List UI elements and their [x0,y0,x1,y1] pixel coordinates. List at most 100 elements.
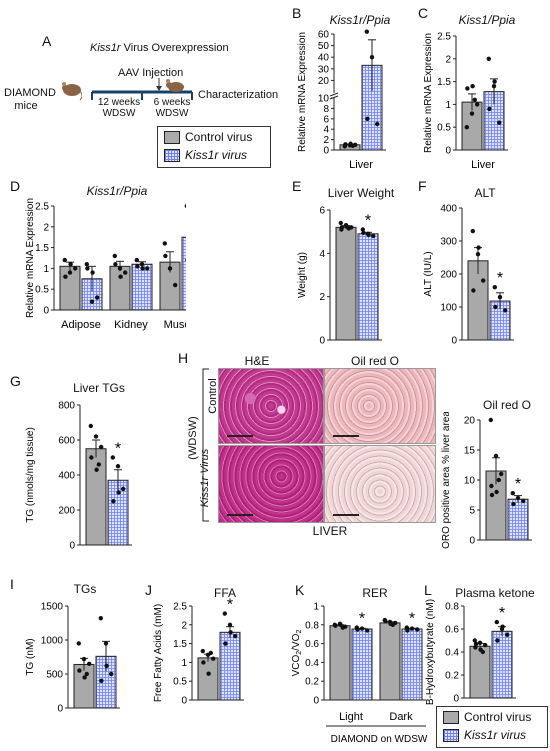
data-point [134,257,139,263]
bar-kiss1r [401,628,423,701]
data-point [486,56,491,61]
legend-label-kiss: Kiss1r virus [185,148,248,162]
he-label: H&E [244,354,270,368]
y-tick-label: 30 [318,64,330,75]
data-point [185,258,186,262]
data-point [208,650,213,656]
data-point [90,270,95,275]
y-tick-label: 4 [323,125,329,136]
data-point [511,501,516,507]
oro-label: Oil red O [350,354,399,368]
y-tick-label: 400 [58,471,75,482]
data-point [111,499,116,504]
panel-i-title: TGs [73,582,97,596]
data-point [223,641,228,646]
data-point [470,228,475,234]
data-point [346,226,351,231]
y-tick-label: 0.4 [445,648,459,659]
mouse-icon [166,79,184,92]
y-tick-label: 1500 [41,602,64,613]
y-axis-label: ORO positive area % liver area [441,412,452,549]
data-point [339,225,345,230]
data-point [84,262,89,267]
data-point [475,252,481,257]
y-tick-label: 2 [323,135,329,146]
y-axis-label: Weight (g) [297,252,308,298]
y-tick-label: 1 [313,602,319,613]
scale-bar [333,514,359,516]
data-point [483,642,488,648]
data-point [475,102,480,107]
scale-bar [227,514,253,516]
bar-kiss1r [131,263,153,311]
data-point [340,625,345,630]
data-point [96,462,102,467]
bar-kiss1r [181,236,186,311]
panel-f-title: ALT [474,186,496,200]
y-tick-label: 2 [43,222,49,233]
data-point [163,253,168,259]
data-point [473,641,479,647]
data-point [464,125,469,130]
data-point [99,444,104,450]
y-tick-label: 1 [445,100,451,111]
data-point [112,253,118,259]
bar-kiss1r [357,233,379,341]
y-axis-label: B-Hydroxybutyrate (nM) [425,599,436,705]
data-point [77,668,82,673]
bar-control [197,657,219,701]
y-tick-label: 2.5 [35,202,49,213]
y-tick-label: 300 [440,237,457,248]
panel-c-title: Kiss1/Ppia [458,13,516,27]
panel-letter-a: A [42,33,52,49]
y-tick-label: 0 [453,694,459,705]
y-tick-label: 6 [319,206,325,217]
panel-letter-g: G [10,373,21,389]
chart-d: Relative mRNA Expression 0 0.5 1 1.5 2 2.5 Adip… [25,198,186,331]
y-tick-label: 500 [46,670,63,681]
panel-letter-h: H [178,350,189,366]
data-point [487,106,492,112]
data-point [89,299,95,304]
chart-l: B-Hydroxybutyrate (nM) 0 0.2 0.4 0.6 0.8 * [425,599,516,705]
chart-c: Relative mRNA Expression 0 0.5 1 1.5 2 2.5 Live… [423,32,508,171]
legend-row-control: Control virus [443,709,541,725]
micrograph-oro-control [324,368,436,444]
significance-star: * [369,28,375,32]
y-tick-label: 0 [43,306,49,317]
axis-break-mark [329,95,339,100]
panel-h-chart-title: Oil red O [482,398,531,412]
x-category-label: Muscle [164,319,186,331]
data-point [162,241,167,246]
panel-g-title: Liver TGs [73,381,125,395]
panel-letter-l: L [424,582,432,598]
data-point [104,663,109,669]
y-tick-label: 400 [440,204,457,215]
data-point [493,453,499,459]
data-point [62,257,67,263]
bar-kiss1r [219,631,241,701]
data-point [103,641,109,646]
data-point [492,79,497,84]
data-point [233,633,238,639]
significance-star: * [409,611,415,628]
bar-control [379,622,401,701]
data-point [173,282,178,288]
diet-two: WDSW [155,108,189,119]
panel-j-title: FFA [213,586,236,600]
data-point [496,477,501,483]
legend-top: Control virus Kiss1r virus [157,126,271,168]
data-point [515,495,521,501]
data-point [355,627,360,632]
panel-b-title: Kiss1r/Ppia [329,13,391,27]
data-point [489,492,495,498]
data-point [480,649,485,655]
significance-star: * [365,213,371,230]
data-point [473,645,478,650]
data-point [145,266,150,271]
y-tick-label: 1000 [41,636,64,647]
chart-e: Weight (g) 0 2 4 6 * [297,206,382,347]
aav-injection-label: AAV Injection [118,67,184,79]
data-point [500,624,505,629]
